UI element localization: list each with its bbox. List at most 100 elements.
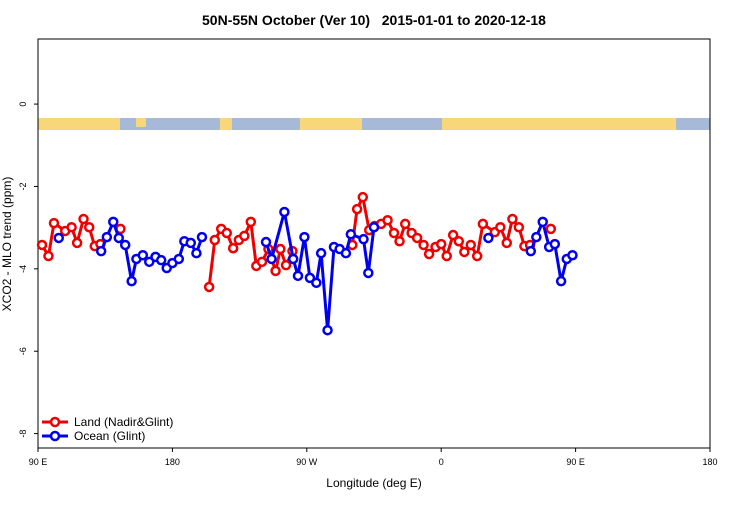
- data-point: [36, 239, 48, 251]
- data-point: [465, 239, 477, 251]
- data-point: [266, 253, 277, 265]
- data-point: [95, 245, 107, 257]
- data-point: [447, 229, 459, 241]
- data-point: [256, 256, 268, 268]
- data-point: [304, 272, 316, 284]
- land-strip: [220, 118, 232, 130]
- data-point: [567, 249, 578, 261]
- x-tick-label: 90 E: [29, 457, 48, 467]
- data-point: [119, 239, 131, 251]
- data-point: [345, 228, 357, 240]
- data-point: [340, 247, 352, 259]
- y-tick-label: -6: [18, 347, 28, 355]
- chart-title: 50N-55N October (Ver 10) 2015-01-01 to 2…: [202, 12, 546, 28]
- data-point: [279, 206, 290, 218]
- data-point: [513, 221, 525, 233]
- x-tick-label: 0: [439, 457, 444, 467]
- data-point: [531, 231, 542, 243]
- x-tick-label: 180: [165, 457, 180, 467]
- y-axis-label: XCO2 - MLO trend (ppm): [0, 177, 14, 312]
- data-point: [185, 237, 197, 249]
- data-point: [287, 253, 299, 265]
- land-strip: [136, 118, 146, 127]
- data-point: [108, 216, 119, 228]
- legend-marker: [49, 430, 61, 442]
- data-point: [101, 231, 113, 243]
- data-point: [399, 218, 411, 230]
- data-point: [363, 267, 374, 279]
- data-point: [78, 213, 89, 225]
- data-point: [507, 213, 518, 225]
- data-point: [483, 232, 494, 244]
- legend-label: Ocean (Glint): [74, 429, 145, 443]
- data-point: [537, 216, 548, 228]
- data-point: [501, 237, 513, 249]
- legend-marker: [49, 416, 61, 428]
- data-point: [191, 247, 202, 259]
- data-point: [292, 270, 304, 282]
- data-point: [280, 259, 292, 271]
- data-point: [357, 191, 369, 203]
- y-tick-label: -4: [18, 265, 28, 273]
- data-point: [209, 234, 221, 246]
- data-point: [418, 239, 429, 251]
- data-point: [137, 249, 149, 261]
- data-point: [275, 243, 286, 255]
- data-point: [382, 214, 393, 226]
- data-point: [48, 217, 60, 229]
- y-tick-label: -8: [18, 430, 28, 438]
- data-point: [411, 232, 423, 244]
- data-point: [53, 232, 65, 244]
- data-point: [43, 250, 54, 262]
- land-strip: [38, 118, 120, 130]
- data-point: [299, 231, 310, 243]
- x-tick-label: 90 W: [296, 457, 318, 467]
- data-point: [322, 324, 333, 336]
- data-point: [113, 232, 125, 244]
- data-point: [435, 238, 447, 250]
- data-point: [196, 231, 208, 243]
- data-point: [525, 245, 537, 257]
- legend-label: Land (Nadir&Glint): [74, 415, 173, 429]
- y-tick-label: 0: [18, 102, 28, 107]
- data-point: [245, 216, 257, 228]
- data-point: [155, 254, 167, 266]
- map-strip: [38, 118, 710, 130]
- data-point: [270, 265, 281, 277]
- data-point: [495, 221, 506, 233]
- data-point: [368, 221, 380, 233]
- data-point: [394, 235, 405, 247]
- data-point: [545, 223, 557, 235]
- data-point: [453, 235, 465, 247]
- land-strip: [300, 118, 362, 130]
- data-point: [351, 203, 363, 215]
- data-point: [459, 246, 470, 258]
- data-point: [227, 242, 239, 254]
- x-tick-label: 180: [702, 457, 717, 467]
- x-tick-label: 90 E: [566, 457, 585, 467]
- data-point: [66, 221, 77, 233]
- plot-frame: [37, 38, 711, 449]
- data-point: [471, 250, 483, 262]
- data-point: [71, 237, 83, 249]
- x-axis-label: Longitude (deg E): [326, 476, 421, 490]
- data-point: [203, 281, 215, 293]
- data-point: [239, 230, 250, 242]
- y-tick-label: -2: [18, 182, 28, 190]
- data-point: [423, 248, 435, 260]
- land-strip: [442, 118, 676, 130]
- data-point: [315, 247, 327, 259]
- data-point: [221, 227, 233, 239]
- data-point: [83, 221, 95, 233]
- data-point: [441, 250, 452, 262]
- data-point: [358, 233, 369, 245]
- data-point: [260, 236, 272, 248]
- data-point: [126, 275, 137, 287]
- data-point: [477, 218, 489, 230]
- data-point: [555, 275, 567, 287]
- data-point: [549, 238, 561, 250]
- data-point: [388, 227, 400, 239]
- data-point: [311, 277, 322, 289]
- data-point: [173, 253, 185, 265]
